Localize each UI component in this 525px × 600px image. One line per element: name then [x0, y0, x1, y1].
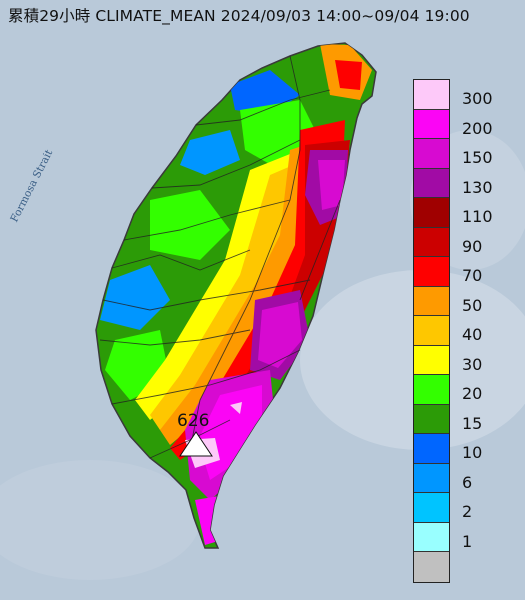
legend-label: 90 — [462, 236, 483, 256]
county-borders — [99, 55, 341, 459]
sea-cloud — [0, 460, 200, 580]
legend-swatch — [414, 522, 449, 552]
rain-zone-20 — [150, 190, 230, 260]
legend-swatch — [414, 139, 449, 169]
legend-swatch — [414, 198, 449, 228]
legend-swatch — [414, 109, 449, 139]
max-rainfall-label: 626 — [177, 411, 210, 431]
legend-label: 130 — [462, 177, 493, 197]
legend-swatch — [414, 345, 449, 375]
rain-zone-300 — [230, 402, 242, 414]
legend-label: 2 — [462, 502, 473, 521]
max-station-triangle — [179, 431, 213, 457]
legend-swatch — [414, 227, 449, 257]
legend-swatch — [414, 434, 449, 464]
legend-swatch — [414, 286, 449, 316]
legend-label: 30 — [462, 354, 483, 374]
legend-label: 40 — [462, 325, 483, 344]
map-title: 累積29小時 CLIMATE_MEAN 2024/09/03 14:00~09/… — [8, 7, 470, 25]
legend-label: 70 — [462, 266, 483, 285]
legend-label: 20 — [462, 384, 483, 403]
rain-zone-150 — [258, 302, 302, 368]
legend-swatch — [414, 257, 449, 287]
rain-zone-70 — [335, 60, 362, 90]
legend-swatch — [414, 552, 449, 582]
rain-zone-10 — [180, 130, 240, 175]
legend-label: 150 — [462, 148, 493, 167]
legend-swatch — [414, 168, 449, 198]
rainfall-field — [100, 44, 372, 545]
legend-label: 6 — [462, 472, 473, 492]
legend-label: 110 — [462, 207, 493, 226]
legend-label: 15 — [462, 413, 483, 433]
sea-cloud — [300, 270, 525, 450]
legend-label: 10 — [462, 443, 483, 462]
legend-swatch — [414, 80, 449, 110]
rain-zone-90 — [190, 140, 350, 470]
rain-zone-40 — [150, 160, 305, 430]
legend-swatch — [414, 375, 449, 405]
rain-zone-10 — [100, 265, 170, 330]
legend-swatch — [414, 404, 449, 434]
legend-label: 50 — [462, 295, 483, 315]
color-legend — [413, 79, 450, 583]
legend-label: 200 — [462, 118, 493, 138]
legend-label: 1 — [462, 531, 473, 551]
rain-zone-150 — [318, 160, 345, 210]
legend-label: 300 — [462, 89, 493, 108]
rain-zone-70 — [170, 120, 345, 460]
legend-swatch — [414, 493, 449, 523]
legend-swatch — [414, 316, 449, 346]
legend-swatch — [414, 463, 449, 493]
